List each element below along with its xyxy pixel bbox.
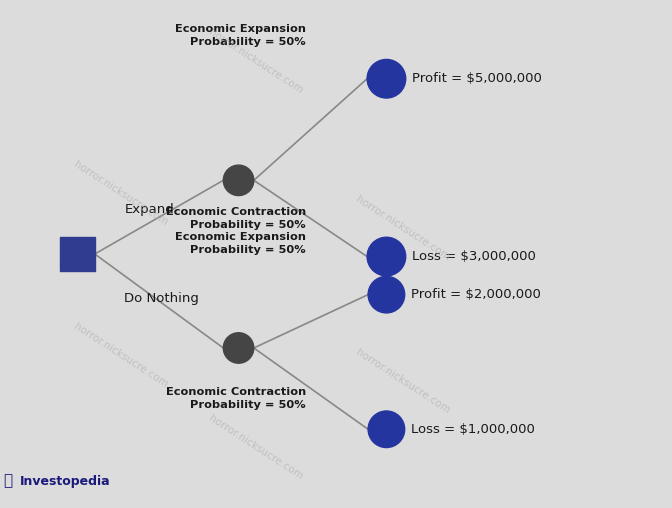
Text: horror.nicksucre.com: horror.nicksucre.com <box>72 159 170 227</box>
Ellipse shape <box>367 237 406 276</box>
Text: ⓪: ⓪ <box>3 472 13 488</box>
Text: Economic Contraction
Probability = 50%: Economic Contraction Probability = 50% <box>165 387 306 410</box>
Text: Loss = $1,000,000: Loss = $1,000,000 <box>411 423 536 436</box>
Text: horror.nicksucre.com: horror.nicksucre.com <box>206 27 304 95</box>
Ellipse shape <box>368 276 405 313</box>
Text: Economic Expansion
Probability = 50%: Economic Expansion Probability = 50% <box>175 232 306 256</box>
Text: Investopedia: Investopedia <box>20 474 111 488</box>
Text: Profit = $2,000,000: Profit = $2,000,000 <box>411 288 541 301</box>
Ellipse shape <box>223 165 254 196</box>
Text: horror.nicksucre.com: horror.nicksucre.com <box>354 195 452 263</box>
Ellipse shape <box>368 411 405 448</box>
Text: horror.nicksucre.com: horror.nicksucre.com <box>354 347 452 415</box>
Text: horror.nicksucre.com: horror.nicksucre.com <box>206 413 304 481</box>
Text: Expand: Expand <box>124 203 174 216</box>
Text: Do Nothing: Do Nothing <box>124 292 199 305</box>
Text: Economic Expansion
Probability = 50%: Economic Expansion Probability = 50% <box>175 24 306 47</box>
Ellipse shape <box>223 333 254 363</box>
Ellipse shape <box>367 59 406 98</box>
Text: Loss = $3,000,000: Loss = $3,000,000 <box>413 250 536 263</box>
Text: Profit = $5,000,000: Profit = $5,000,000 <box>413 72 542 85</box>
Text: horror.nicksucre.com: horror.nicksucre.com <box>72 322 170 390</box>
Bar <box>60 237 95 271</box>
Text: Economic Contraction
Probability = 50%: Economic Contraction Probability = 50% <box>165 207 306 230</box>
